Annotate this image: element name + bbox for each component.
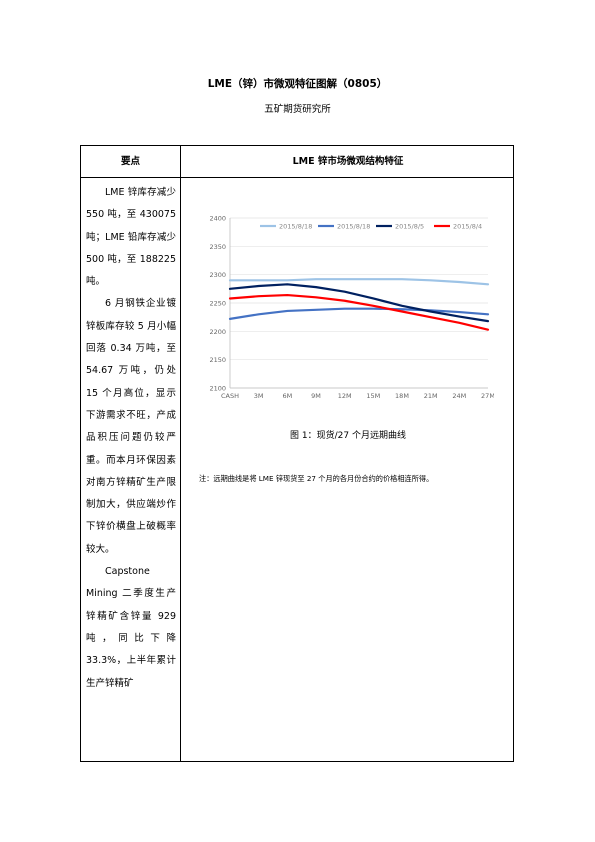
document-title: LME（锌）市微观特征图解（0805） bbox=[207, 78, 388, 90]
x-tick-label: 27M bbox=[481, 392, 494, 400]
header-divider bbox=[81, 177, 513, 178]
y-tick-label: 2250 bbox=[209, 300, 226, 308]
column-header-points: 要点 bbox=[120, 156, 140, 167]
legend-label: 2015/8/18 bbox=[337, 223, 370, 231]
chart-svg: 2100 2150 2200 2250 2300 2350 2400 CASH 3M 6M 9M 12… bbox=[209, 215, 494, 401]
x-tick-label: 6M bbox=[282, 392, 292, 400]
x-tick-label: 12M bbox=[338, 392, 352, 400]
y-tick-label: 2200 bbox=[209, 328, 226, 336]
x-tick-label: 21M bbox=[424, 392, 438, 400]
y-tick-label: 2150 bbox=[209, 356, 226, 364]
point-paragraph-inventory: LME 锌库存减少 550 吨，至 430075 吨；LME 铅库存减少 500… bbox=[86, 187, 176, 288]
column-divider bbox=[180, 146, 181, 761]
legend-label: 2015/8/18 bbox=[279, 223, 312, 231]
x-tick-label: 15M bbox=[366, 392, 380, 400]
x-tick-label: 9M bbox=[311, 392, 321, 400]
figure-caption: 图 1：现货/27 个月远期曲线 bbox=[290, 431, 406, 441]
series-line bbox=[228, 278, 490, 286]
y-tick-label: 2300 bbox=[209, 271, 226, 279]
series-line bbox=[228, 307, 490, 320]
legend-label: 2015/8/4 bbox=[453, 223, 482, 231]
x-tick-label: 24M bbox=[452, 392, 466, 400]
y-tick-label: 2350 bbox=[209, 243, 226, 251]
point-paragraph-steel: 6 月钢铁企业镀锌板库存较 5 月小幅回落 0.34 万吨，至 54.67 万吨… bbox=[86, 298, 176, 555]
x-tick-label: 3M bbox=[254, 392, 264, 400]
column-header-features: LME 锌市场微观结构特征 bbox=[292, 156, 404, 167]
y-tick-label: 2100 bbox=[209, 385, 226, 393]
legend-label: 2015/8/5 bbox=[395, 223, 424, 231]
series-line bbox=[228, 293, 490, 331]
document-subtitle: 五矿期货研究所 bbox=[264, 104, 331, 115]
x-tick-label: 18M bbox=[395, 392, 409, 400]
x-tick-label: CASH bbox=[221, 392, 239, 400]
point-paragraph-capstone: Capstone Mining 二季度生产锌精矿含锌量 929 吨，同比下降 3… bbox=[86, 566, 176, 689]
content-table: 要点 LME 锌市场微观结构特征 LME 锌库存减少 550 吨，至 43007… bbox=[80, 145, 514, 762]
figure-note: 注：远期曲线是将 LME 锌现货至 27 个月的各月份合约的价格相连所得。 bbox=[199, 474, 434, 483]
forward-curve-chart: 2100 2150 2200 2250 2300 2350 2400 CASH 3M 6M 9M 12… bbox=[202, 208, 495, 404]
y-tick-label: 2400 bbox=[209, 215, 226, 223]
series-line bbox=[228, 283, 490, 323]
key-points: LME 锌库存减少 550 吨，至 430075 吨；LME 铅库存减少 500… bbox=[86, 182, 176, 695]
